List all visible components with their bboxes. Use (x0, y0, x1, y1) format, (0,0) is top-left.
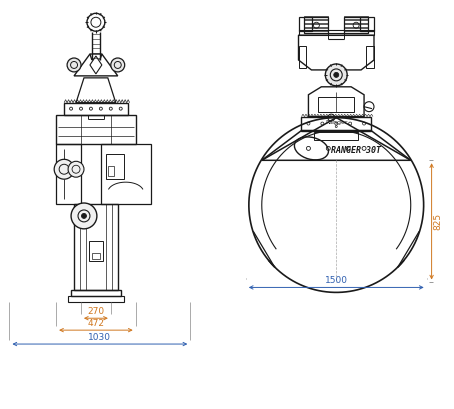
Bar (301, 117, 371, 130)
Bar (108, 166, 114, 176)
Text: 1030: 1030 (89, 333, 111, 342)
Circle shape (87, 13, 105, 31)
Circle shape (68, 161, 84, 177)
Bar (92, 253, 100, 258)
Bar (299, 30, 374, 35)
Bar (305, 20, 328, 23)
Bar (56, 144, 81, 204)
Bar (299, 46, 306, 68)
Bar (56, 115, 136, 144)
Bar (305, 28, 328, 31)
Text: 270: 270 (87, 307, 104, 316)
Circle shape (334, 72, 339, 77)
Bar (305, 16, 328, 19)
Bar (68, 297, 123, 302)
Circle shape (71, 203, 97, 229)
Circle shape (54, 160, 74, 179)
Text: RANGER 30T: RANGER 30T (331, 146, 381, 155)
Bar (315, 133, 358, 140)
Bar (64, 103, 128, 115)
Bar (299, 17, 312, 31)
Bar (101, 144, 151, 204)
Bar (74, 204, 118, 290)
Bar (366, 46, 374, 68)
Bar (360, 17, 374, 31)
Bar (344, 28, 368, 31)
Circle shape (82, 213, 86, 218)
Bar (106, 154, 123, 179)
Bar (71, 290, 121, 297)
Bar (89, 241, 103, 261)
Text: 1500: 1500 (325, 276, 348, 285)
Text: Ranger: Ranger (325, 120, 347, 125)
Circle shape (326, 64, 347, 86)
Bar (344, 16, 368, 19)
Text: 472: 472 (88, 319, 104, 328)
Bar (344, 17, 368, 33)
Circle shape (67, 58, 81, 72)
Bar (344, 24, 368, 27)
Bar (318, 97, 354, 112)
Bar (344, 20, 368, 23)
Bar (305, 17, 328, 33)
Text: 825: 825 (434, 213, 443, 230)
Circle shape (111, 58, 125, 72)
Bar (305, 24, 328, 27)
